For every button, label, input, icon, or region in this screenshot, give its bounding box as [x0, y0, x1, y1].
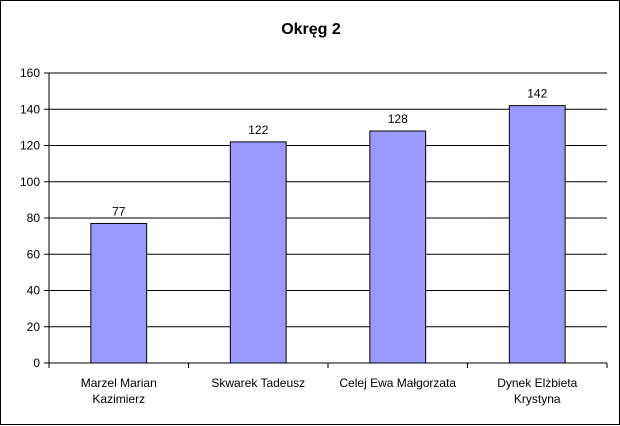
y-tick-label: 80: [27, 211, 41, 225]
y-tick-label: 120: [20, 139, 40, 153]
data-label: 142: [527, 87, 547, 101]
bar: [90, 222, 148, 364]
y-tick-label: 100: [20, 175, 40, 189]
data-label: 77: [112, 204, 126, 218]
y-tick-label: 140: [20, 102, 40, 116]
y-tick-label: 40: [27, 284, 41, 298]
y-tick-label: 60: [27, 247, 41, 261]
category-label: Celej Ewa Małgorzata: [339, 376, 456, 390]
data-label: 128: [388, 112, 408, 126]
category-label: Skwarek Tadeusz: [211, 376, 305, 390]
y-tick-label: 160: [20, 66, 40, 80]
bar: [508, 105, 566, 364]
bar: [369, 130, 427, 364]
labels: 0 20 40 60 80 100 120 140 160 77 Marzel Marian Kazi…: [20, 66, 578, 406]
y-tick-label: 20: [27, 320, 41, 334]
y-tick-label: 0: [33, 356, 40, 370]
category-label: Krystyna: [514, 392, 561, 406]
category-label: Marzel Marian: [81, 376, 157, 390]
category-label: Kazimierz: [92, 392, 145, 406]
bars: [90, 105, 566, 364]
bar: [229, 141, 287, 364]
chart-title: Okręg 2: [281, 21, 341, 38]
data-label: 122: [248, 123, 268, 137]
category-label: Dynek Elżbieta: [497, 376, 577, 390]
